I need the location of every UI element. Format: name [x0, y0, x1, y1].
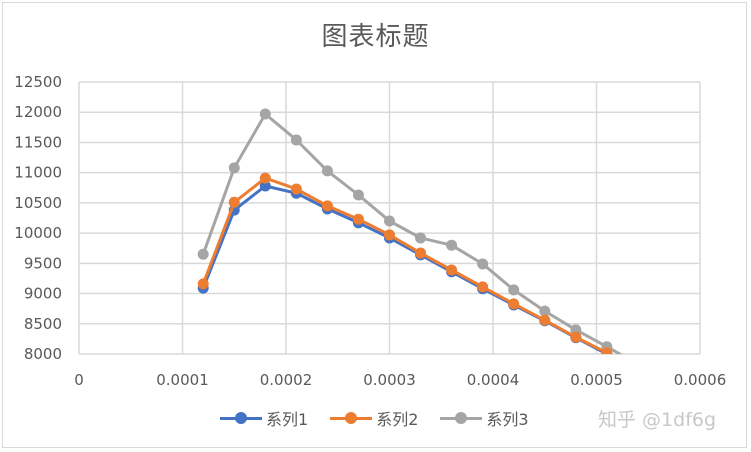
series-1 [197, 180, 613, 354]
x-tick-label: 0.0004 [467, 371, 520, 389]
data-point-marker [415, 232, 427, 244]
x-tick-label: 0.0005 [570, 371, 623, 389]
data-point-marker [477, 281, 489, 293]
series-line [201, 184, 608, 354]
gridlines [78, 81, 701, 355]
y-tick-label: 10000 [14, 224, 62, 242]
x-axis-ticks: 0 0.0001 0.0002 0.0003 0.0004 0.0005 0.0006 [74, 371, 726, 389]
data-point-marker [197, 248, 209, 260]
y-tick-label: 10500 [14, 194, 62, 212]
data-point-marker [352, 189, 364, 201]
data-point-marker [352, 213, 364, 225]
chart-title: 图表标题 [321, 22, 430, 52]
data-point-marker [321, 165, 333, 177]
y-tick-label: 11500 [14, 133, 62, 151]
series-2 [197, 172, 613, 354]
data-point-marker [384, 229, 395, 241]
data-point-marker [539, 314, 551, 326]
x-tick-label: 0.0006 [674, 371, 727, 389]
legend-label: 系列3 [486, 410, 529, 429]
data-point-marker [290, 134, 302, 146]
y-axis-ticks: 8000 8500 9000 9500 10000 10500 11000 11500 1200… [14, 73, 62, 363]
legend-label: 系列2 [376, 410, 419, 429]
legend-marker-icon [330, 412, 373, 424]
data-point-marker [259, 180, 271, 192]
data-point-marker [446, 264, 458, 276]
chart-frame [2, 2, 747, 448]
y-tick-label: 8500 [24, 315, 62, 333]
data-point-marker [384, 215, 395, 227]
data-point-marker [601, 347, 613, 354]
data-point-marker [228, 162, 240, 174]
data-point-marker [477, 258, 489, 270]
legend: 系列1 系列2 系列3 [220, 406, 529, 430]
y-tick-label: 9000 [24, 285, 62, 303]
data-point-marker [259, 108, 271, 120]
data-point-marker [446, 239, 458, 251]
y-tick-label: 9500 [24, 254, 62, 272]
legend-label: 系列1 [266, 410, 309, 429]
legend-item-series-2: 系列2 [330, 406, 418, 430]
data-point-marker [197, 278, 209, 290]
series-lines [197, 108, 623, 354]
y-tick-label: 11000 [14, 164, 62, 182]
x-tick-label: 0.0002 [260, 371, 313, 389]
data-point-marker [321, 200, 333, 212]
data-point-marker [415, 247, 427, 259]
series-line [201, 176, 608, 354]
data-point-marker [290, 183, 302, 195]
data-point-marker [508, 284, 520, 296]
legend-marker-icon [220, 412, 262, 424]
data-point-marker [259, 172, 271, 184]
y-tick-label: 12500 [14, 73, 62, 91]
data-point-marker [508, 298, 520, 310]
data-point-marker [539, 305, 551, 317]
series-3 [197, 108, 623, 354]
x-tick-label: 0.0003 [363, 371, 416, 389]
y-tick-label: 12000 [14, 103, 62, 121]
data-point-marker [228, 196, 240, 208]
x-tick-label: 0.0001 [156, 371, 209, 389]
y-tick-label: 8000 [24, 345, 62, 363]
legend-marker-icon [440, 412, 483, 424]
legend-item-series-3: 系列3 [440, 406, 529, 430]
x-tick-label: 0 [74, 371, 84, 389]
legend-item-series-1: 系列1 [220, 406, 308, 430]
watermark: 知乎 @1df6g [598, 409, 717, 431]
data-point-marker [570, 331, 582, 343]
